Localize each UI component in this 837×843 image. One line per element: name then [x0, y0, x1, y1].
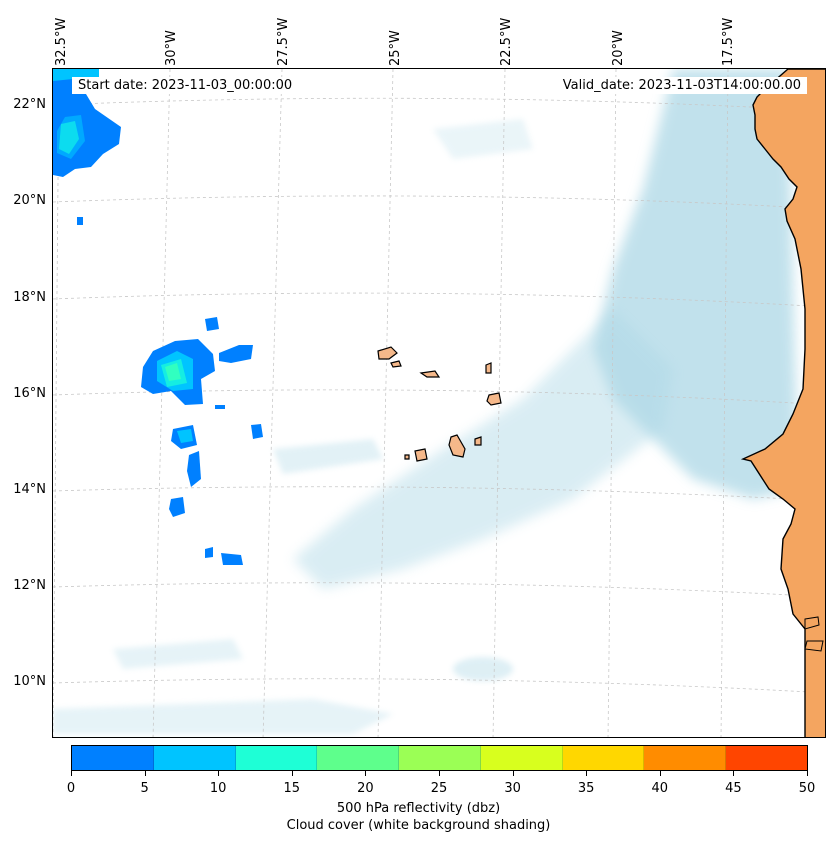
colorbar-tick-label-5: 5 [140, 781, 149, 796]
colorbar-tick-25 [439, 771, 440, 776]
colorbar-segment-4 [399, 746, 481, 770]
colorbar-segment-3 [317, 746, 400, 770]
reflectivity-nw-inner-2 [57, 115, 85, 159]
colorbar-segment-8 [726, 746, 808, 770]
africa-coast [740, 69, 825, 737]
cloud-patch-center [453, 657, 513, 681]
lon-label-32-5w: 32.5°W [54, 17, 69, 66]
cloud-band-diagonal [293, 309, 673, 589]
island-maio [474, 436, 482, 446]
map-canvas [53, 69, 825, 737]
colorbar-sublabel: Cloud cover (white background shading) [286, 818, 551, 833]
colorbar-tick-45 [733, 771, 735, 776]
colorbar-tick-label-25: 25 [430, 781, 448, 796]
lon-label-22-5w: 22.5°W [499, 17, 514, 66]
reflectivity-cell-s4 [215, 405, 225, 409]
colorbar-tick-label-40: 40 [651, 781, 669, 796]
colorbar-tick-40 [659, 771, 661, 776]
colorbar-tick-label-30: 30 [504, 781, 521, 796]
lon-label-30w: 30°W [164, 30, 179, 66]
island-boa-vista [486, 392, 502, 406]
lon-label-27-5w: 27.5°W [276, 17, 291, 66]
island-sal [485, 362, 492, 374]
colorbar-tick-label-10: 10 [209, 781, 227, 796]
coast-islands-south [804, 616, 824, 652]
colorbar-tick-label-20: 20 [357, 781, 374, 796]
cape-verde-islands [377, 346, 502, 462]
lat-label-20n: 20°N [13, 193, 46, 208]
reflectivity-cell-s3 [251, 424, 263, 439]
colorbar-tick-label-35: 35 [577, 781, 595, 796]
colorbar-segment-5 [480, 746, 563, 770]
cloud-streak-2 [113, 639, 243, 669]
colorbar-tick-20 [365, 771, 367, 776]
island-santiago [448, 434, 466, 458]
reflectivity-cell-mid-inner [177, 429, 193, 443]
cloud-patch-nw [433, 119, 533, 159]
map-panel [52, 68, 826, 738]
colorbar-label: 500 hPa reflectivity (dbz) [336, 801, 501, 816]
colorbar-tick-label-45: 45 [725, 781, 742, 796]
colorbar-tick-label-0: 0 [66, 781, 76, 796]
colorbar [71, 745, 808, 771]
reflectivity-cell-s1 [187, 451, 201, 487]
lat-label-14n: 14°N [13, 482, 46, 497]
lat-label-18n: 18°N [13, 290, 46, 305]
reflectivity-cell-top [205, 317, 219, 331]
colorbar-tick-5 [144, 771, 146, 776]
reflectivity-cell-s5 [205, 547, 213, 558]
lon-label-25w: 25°W [388, 30, 403, 66]
colorbar-tick-label-50: 50 [798, 781, 816, 796]
colorbar-segment-2 [235, 746, 318, 770]
colorbar-tick-10 [218, 771, 220, 776]
start-date-label: Start date: 2023-11-03_00:00:00 [72, 77, 299, 94]
island-sao-nicolau [419, 370, 441, 378]
colorbar-tick-15 [291, 771, 293, 776]
island-fogo [414, 448, 428, 462]
island-santo-antao [377, 346, 398, 360]
island-brava [404, 454, 410, 460]
lat-label-12n: 12°N [13, 578, 46, 593]
cloud-cover-layer [53, 69, 798, 734]
lat-label-10n: 10°N [13, 674, 46, 689]
reflectivity-nw-core [53, 69, 99, 81]
reflectivity-layer [53, 69, 263, 565]
island-sao-vicente [390, 360, 402, 368]
colorbar-tick-30 [512, 771, 514, 776]
cloud-streak-1 [273, 439, 383, 474]
colorbar-segment-0 [72, 746, 154, 770]
reflectivity-small-1 [77, 217, 83, 225]
cloud-streak-3 [53, 699, 393, 734]
valid-date-label: Valid_date: 2023-11-03T14:00:00.00 [556, 77, 807, 94]
colorbar-tick-0 [71, 771, 72, 776]
lat-label-16n: 16°N [13, 386, 46, 401]
colorbar-segment-7 [644, 746, 727, 770]
land-layer [740, 69, 825, 737]
colorbar-tick-35 [586, 771, 588, 776]
colorbar-segment-1 [153, 746, 236, 770]
colorbar-tick-label-15: 15 [283, 781, 301, 796]
reflectivity-cell-s6 [221, 553, 243, 565]
lat-label-22n: 22°N [13, 97, 46, 112]
colorbar-segment-6 [562, 746, 645, 770]
lon-label-17-5w: 17.5°W [721, 17, 736, 66]
graticule [53, 69, 825, 737]
reflectivity-cell-center-core-2 [161, 359, 187, 387]
colorbar-tick-50 [807, 771, 808, 776]
reflectivity-cell-s2 [169, 497, 185, 517]
lon-label-20w: 20°W [611, 30, 626, 66]
reflectivity-cell-ne [219, 345, 253, 363]
